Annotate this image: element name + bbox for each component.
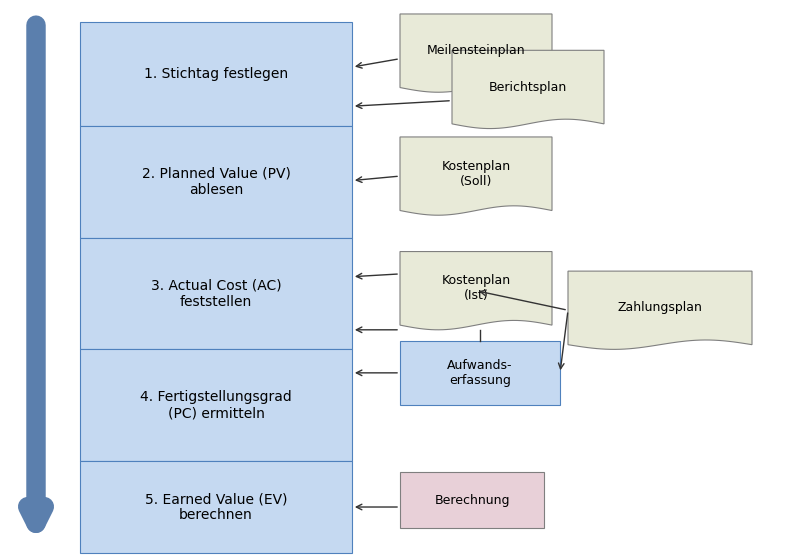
FancyBboxPatch shape xyxy=(80,349,352,461)
Text: Aufwands-
erfassung: Aufwands- erfassung xyxy=(447,359,513,387)
FancyBboxPatch shape xyxy=(80,238,352,349)
Text: 3. Actual Cost (AC)
feststellen: 3. Actual Cost (AC) feststellen xyxy=(150,278,282,309)
Text: Zahlungsplan: Zahlungsplan xyxy=(618,301,702,314)
PathPatch shape xyxy=(452,50,604,129)
Text: 5. Earned Value (EV)
berechnen: 5. Earned Value (EV) berechnen xyxy=(145,492,287,523)
PathPatch shape xyxy=(568,271,752,349)
Text: 2. Planned Value (PV)
ablesen: 2. Planned Value (PV) ablesen xyxy=(142,167,290,197)
Text: Kostenplan
(Ist): Kostenplan (Ist) xyxy=(442,274,510,302)
Text: Berichtsplan: Berichtsplan xyxy=(489,80,567,93)
FancyBboxPatch shape xyxy=(80,461,352,553)
Text: 4. Fertigstellungsgrad
(PC) ermitteln: 4. Fertigstellungsgrad (PC) ermitteln xyxy=(140,390,292,420)
FancyBboxPatch shape xyxy=(400,472,544,528)
Text: Kostenplan
(Soll): Kostenplan (Soll) xyxy=(442,160,510,188)
PathPatch shape xyxy=(400,14,552,92)
Text: Meilensteinplan: Meilensteinplan xyxy=(426,44,526,57)
PathPatch shape xyxy=(400,252,552,330)
Text: Berechnung: Berechnung xyxy=(434,494,510,507)
Text: 1. Stichtag festlegen: 1. Stichtag festlegen xyxy=(144,67,288,81)
FancyBboxPatch shape xyxy=(80,126,352,238)
PathPatch shape xyxy=(400,137,552,215)
FancyBboxPatch shape xyxy=(400,341,560,405)
FancyBboxPatch shape xyxy=(80,22,352,126)
